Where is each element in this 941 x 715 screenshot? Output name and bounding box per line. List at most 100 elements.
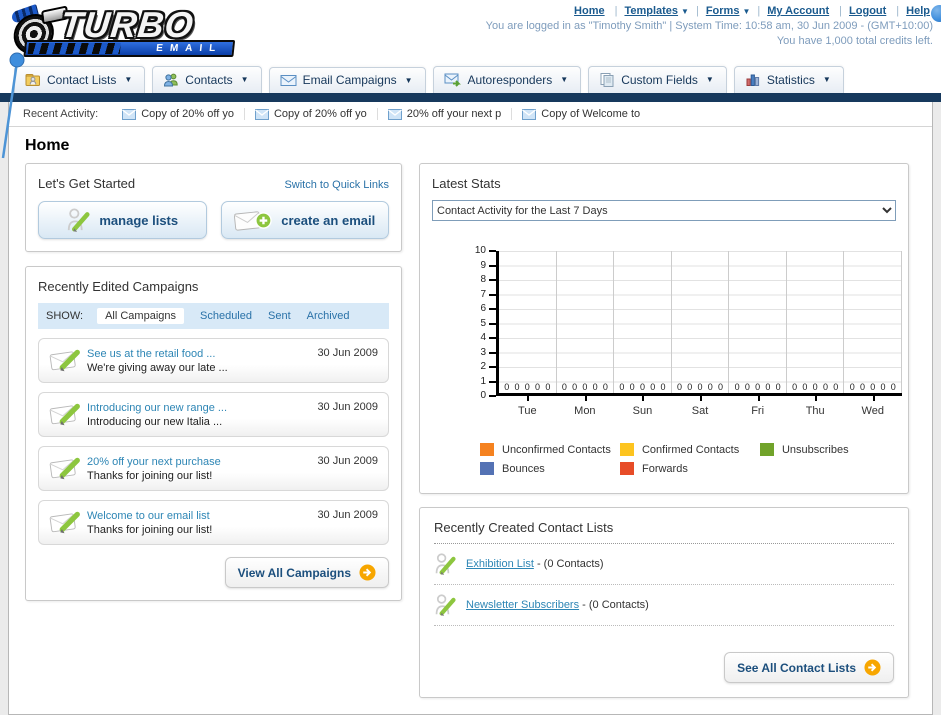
tab-label: Contacts: [185, 72, 233, 87]
get-started-title: Let's Get Started: [38, 176, 136, 191]
x-axis-tick: [815, 396, 818, 401]
chart-day-group: 0 0 0 0 0 Fri: [729, 251, 787, 417]
contact-lists-title: Recently Created Contact Lists: [434, 520, 894, 544]
tab-label: Statistics: [766, 72, 815, 87]
y-axis-tick: [489, 264, 496, 267]
top-nav-item[interactable]: Help: [906, 4, 933, 19]
stats-period-dropdown[interactable]: Contact Activity for the Last 7 Days: [432, 200, 896, 221]
chevron-down-icon: ▼: [404, 75, 413, 85]
top-nav: Home Templates ▼ Forms ▼ My Account: [486, 4, 933, 19]
legend-item: Unsubscribes: [759, 443, 900, 456]
x-axis-tick: [700, 396, 703, 401]
legend-item: Unconfirmed Contacts: [480, 443, 620, 456]
contact-list-item[interactable]: Newsletter Subscribers - (0 Contacts): [434, 585, 894, 626]
x-axis-label: Sat: [691, 405, 709, 417]
y-axis-tick: [489, 250, 496, 252]
campaign-filter-archived[interactable]: Archived: [306, 310, 350, 322]
navy-divider-bar: [0, 93, 941, 102]
contacts-people-icon: [164, 73, 178, 87]
chevron-down-icon: ▼: [705, 75, 714, 84]
campaign-title-link[interactable]: See us at the retail food ...: [87, 347, 216, 360]
y-axis-tick: [489, 293, 496, 296]
y-axis-label: 1: [480, 375, 486, 387]
edited-campaign-icon: [49, 399, 87, 430]
contact-list-item[interactable]: Exhibition List - (0 Contacts): [434, 544, 894, 585]
top-nav-link[interactable]: Forms: [705, 5, 740, 17]
campaign-date: 30 Jun 2009: [317, 509, 378, 521]
campaign-title-link[interactable]: Welcome to our email list: [87, 509, 210, 522]
recent-activity-item-label: Copy of 20% off yo: [141, 108, 234, 120]
tab-contacts[interactable]: Contacts ▼: [152, 66, 262, 93]
tab-statistics[interactable]: Statistics ▼: [733, 66, 844, 93]
legend-color-swatch: [619, 462, 634, 475]
top-nav-item[interactable]: Forms ▼: [706, 4, 767, 19]
switch-to-quick-links[interactable]: Switch to Quick Links: [284, 179, 389, 191]
envelope-icon: [522, 108, 537, 120]
tab-autoresponders[interactable]: Autoresponders ▼: [432, 66, 582, 93]
top-nav-link[interactable]: My Account: [767, 5, 830, 17]
envelope-icon: [280, 75, 297, 86]
contact-list-folder-icon: [25, 74, 40, 86]
create-email-button[interactable]: create an email: [220, 201, 389, 239]
page-title: Home: [25, 137, 70, 154]
contact-list-link[interactable]: Exhibition List: [466, 558, 534, 570]
campaign-date: 30 Jun 2009: [317, 455, 378, 467]
decorative-dot: [931, 5, 941, 22]
see-all-contact-lists-button[interactable]: See All Contact Lists: [724, 652, 894, 683]
recent-activity-item[interactable]: Copy of 20% off yo: [112, 108, 244, 120]
logo-stripes-decoration: [27, 43, 121, 54]
top-nav-item[interactable]: Logout: [849, 4, 906, 19]
contact-list-items: Exhibition List - (0 Contacts): [434, 544, 894, 626]
header: TURBO EMAIL Home Templates ▼ Forms: [0, 0, 941, 62]
edited-campaign-icon: [49, 507, 87, 538]
top-nav-item[interactable]: Templates ▼: [624, 4, 705, 19]
turbo-email-logo: TURBO EMAIL: [9, 3, 249, 58]
top-nav-item[interactable]: Home: [574, 4, 624, 19]
top-nav-link[interactable]: Help: [906, 5, 930, 17]
campaign-card[interactable]: Welcome to our email list Thanks for joi…: [38, 500, 389, 545]
recent-activity-item[interactable]: Copy of Welcome to: [511, 108, 650, 120]
tab-contact-lists[interactable]: Contact Lists ▼: [14, 66, 146, 93]
campaign-title-link[interactable]: 20% off your next purchase: [87, 455, 221, 468]
main-content: Recent Activity: Copy of 20% off yo: [8, 102, 933, 715]
campaign-title-link[interactable]: Introducing our new range ...: [87, 401, 228, 414]
recent-activity-item[interactable]: 20% off your next p: [376, 108, 512, 120]
manage-lists-button[interactable]: manage lists: [38, 201, 207, 239]
top-nav-link[interactable]: Logout: [849, 5, 887, 17]
campaign-card[interactable]: 20% off your next purchase Thanks for jo…: [38, 446, 389, 491]
top-nav-link[interactable]: Templates: [624, 5, 679, 17]
legend-label: Unconfirmed Contacts: [502, 443, 611, 456]
y-axis-tick: [489, 279, 496, 281]
legend-color-swatch: [480, 462, 494, 475]
legend-item: Forwards: [619, 462, 760, 475]
y-axis-label: 10: [474, 245, 486, 256]
person-pencil-icon: [68, 208, 90, 232]
contact-list-link[interactable]: Newsletter Subscribers: [466, 599, 580, 611]
y-axis-label: 5: [480, 317, 486, 329]
y-axis-tick: [489, 395, 496, 397]
chart-day-group: 0 0 0 0 0 Thu: [787, 251, 845, 417]
tab-email-campaigns[interactable]: Email Campaigns ▼: [268, 67, 426, 93]
recent-activity-label: Recent Activity:: [23, 108, 99, 120]
chevron-down-icon: ▼: [822, 75, 831, 84]
chevron-down-icon: ▼: [681, 7, 689, 16]
view-all-campaigns-label: View All Campaigns: [237, 565, 351, 580]
login-status-text: You are logged in as "Timothy Smith" | S…: [485, 20, 933, 32]
campaign-filter-all-campaigns[interactable]: All Campaigns: [97, 308, 184, 324]
top-nav-item[interactable]: My Account: [767, 4, 849, 19]
view-all-campaigns-button[interactable]: View All Campaigns: [224, 557, 389, 588]
campaign-filter-sent[interactable]: Sent: [268, 310, 291, 322]
recent-activity-item-label: Copy of 20% off yo: [273, 108, 367, 120]
recent-activity-item[interactable]: Copy of 20% off yo: [243, 108, 377, 120]
top-nav-link[interactable]: Home: [574, 5, 605, 17]
legend-color-swatch: [480, 443, 494, 456]
recent-activity-item-label: 20% off your next p: [406, 108, 502, 120]
campaign-filter-scheduled[interactable]: Scheduled: [200, 310, 252, 322]
campaigns-panel-title: Recently Edited Campaigns: [38, 279, 199, 294]
campaign-card[interactable]: See us at the retail food ... We're givi…: [38, 338, 389, 383]
tab-custom-fields[interactable]: Custom Fields ▼: [588, 66, 727, 93]
contact-activity-chart: 10 9 8 7 6 5 4 3 2 1 0 0 0 0 0 0 Tue 0 0 0 0 0 Mon 0 0 0 0 0 Sun 0 0 0…: [432, 245, 903, 429]
campaign-card[interactable]: Introducing our new range ... Introducin…: [38, 392, 389, 437]
